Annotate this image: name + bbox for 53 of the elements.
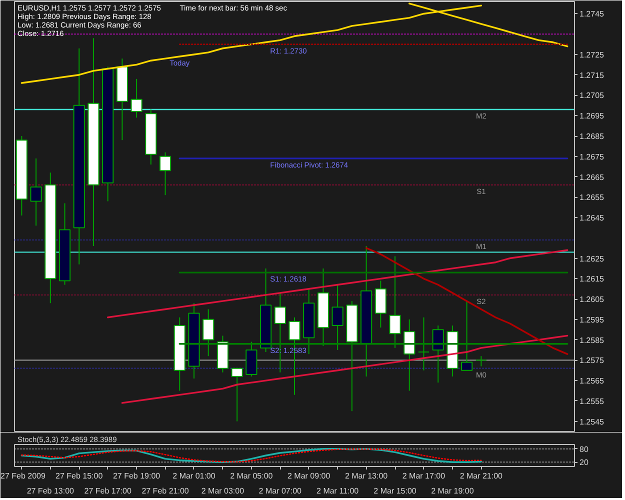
x-tick-label: 2 Mar 09:00 — [288, 472, 331, 480]
line-series — [365, 247, 568, 355]
y-tick-label: 1.2605 — [580, 295, 605, 304]
candlestick — [130, 78, 142, 118]
x-tick-label: 2 Mar 11:00 — [316, 486, 360, 496]
x-tick-label: 2 Mar 21:00 — [460, 472, 504, 480]
candlestick — [460, 300, 473, 371]
y-tick-label: 20 — [580, 458, 589, 468]
candlestick — [389, 256, 401, 348]
candlestick — [432, 325, 444, 384]
y-tick-label: 1.2555 — [580, 396, 605, 406]
candlestick — [404, 318, 416, 392]
y-tick-label: 1.2585 — [580, 336, 605, 345]
x-tick-label: 2 Mar 05:00 — [230, 472, 274, 480]
y-tick-label: 1.2625 — [580, 254, 605, 264]
x-tick-label: 27 Feb 19:00 — [112, 472, 161, 480]
x-tick-label: 2 Mar 01:00 — [172, 472, 216, 480]
x-tick-label: 27 Feb 2009 — [0, 472, 46, 480]
y-tick-label: 1.2715 — [580, 70, 605, 80]
y-tick-label: 1.2695 — [580, 112, 605, 121]
x-tick-label: 27 Feb 17:00 — [84, 486, 132, 496]
y-tick-label: 1.2575 — [580, 356, 605, 366]
candlestick — [30, 158, 42, 226]
x-tick-label: 2 Mar 19:00 — [431, 486, 474, 496]
candlestick — [202, 308, 214, 357]
x-tick-label: 27 Feb 15:00 — [56, 472, 104, 480]
y-tick-label: 80 — [580, 444, 589, 454]
y-tick-label: 1.2665 — [580, 172, 605, 182]
y-tick-label: 1.2725 — [580, 50, 605, 60]
candlestick — [159, 152, 172, 196]
line-series — [121, 334, 568, 404]
y-tick-label: 1.2645 — [580, 214, 605, 223]
x-tick-label: 2 Mar 03:00 — [201, 486, 245, 496]
x-tick-label: 27 Feb 21:00 — [142, 486, 190, 496]
x-tick-label: 2 Mar 13:00 — [344, 472, 388, 480]
x-tick-label: 27 Feb 13:00 — [26, 486, 75, 496]
candlestick — [332, 284, 344, 350]
y-tick-label: 1.2545 — [580, 417, 605, 426]
y-tick-label: 1.2685 — [580, 132, 605, 141]
y-tick-label: 1.2675 — [580, 152, 605, 162]
y-tick-label: 1.2565 — [580, 376, 605, 386]
candlestick — [475, 356, 487, 367]
x-tick-label: 2 Mar 17:00 — [402, 472, 446, 480]
line-series — [106, 249, 568, 318]
y-tick-label: 1.2705 — [580, 91, 605, 100]
y-tick-label: 1.2595 — [580, 315, 605, 324]
x-tick-label: 2 Mar 15:00 — [374, 486, 417, 496]
y-tick-label: 1.2745 — [580, 10, 605, 19]
candlestick — [418, 316, 430, 371]
candlestick — [231, 368, 243, 422]
y-tick-label: 1.2615 — [580, 274, 605, 284]
y-tick-label: 1.2655 — [580, 193, 605, 202]
x-tick-label: 2 Mar 07:00 — [258, 486, 302, 496]
